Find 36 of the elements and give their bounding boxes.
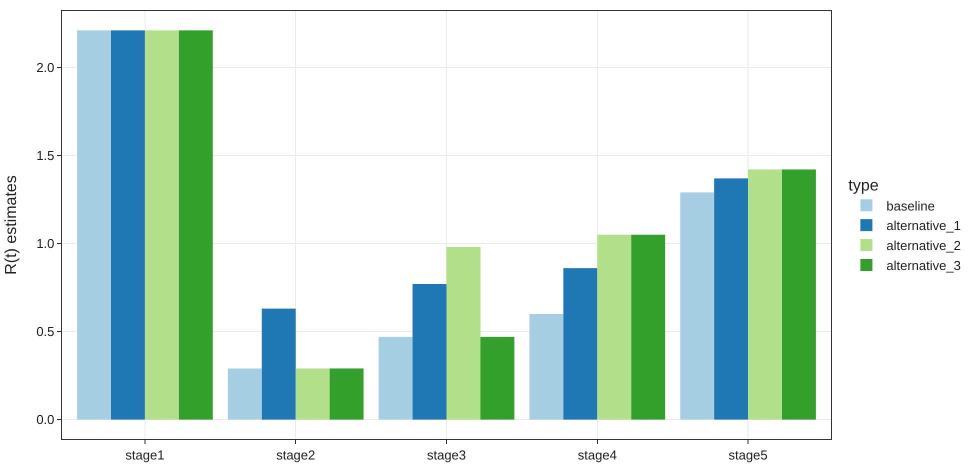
bar — [631, 234, 666, 420]
legend-label: alternative_3 — [886, 258, 961, 274]
bar — [111, 30, 145, 420]
bar — [529, 314, 564, 420]
y-tick-label: 2.0 — [36, 60, 54, 75]
bar — [748, 170, 782, 420]
y-tick-label: 0.5 — [36, 324, 54, 340]
bar — [77, 30, 111, 420]
y-tick-label: 0.0 — [36, 412, 54, 428]
y-tick-label: 1.0 — [36, 236, 54, 252]
bar — [378, 336, 413, 420]
bar — [563, 268, 598, 420]
legend-title: type — [848, 177, 879, 194]
x-tick-label: stage1 — [125, 448, 164, 463]
bar — [412, 284, 446, 420]
bar — [296, 368, 330, 420]
bar — [480, 336, 514, 420]
bar — [262, 308, 296, 420]
bar — [680, 192, 714, 420]
x-tick-label: stage2 — [276, 448, 316, 463]
bar — [782, 170, 816, 420]
bar — [714, 178, 748, 420]
bar — [597, 234, 632, 420]
x-tick-label: stage3 — [426, 448, 466, 463]
x-tick-label: stage4 — [578, 448, 617, 463]
bar — [228, 368, 262, 420]
bar — [178, 30, 213, 420]
legend-label: alternative_1 — [886, 218, 961, 234]
legend-label: alternative_2 — [886, 238, 961, 254]
y-axis-title: R(t) estimates — [3, 175, 20, 275]
x-tick-label: stage5 — [728, 448, 768, 463]
legend-label: baseline — [886, 198, 935, 214]
y-tick-label: 1.5 — [36, 148, 54, 163]
bar — [144, 30, 179, 420]
bar — [446, 247, 480, 420]
bar — [330, 368, 364, 420]
